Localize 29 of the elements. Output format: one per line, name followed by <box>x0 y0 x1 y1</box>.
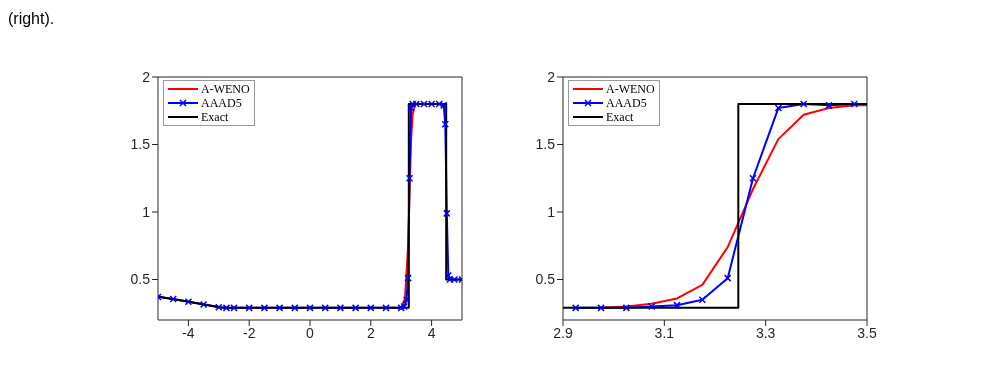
legend-label: Exact <box>606 110 634 124</box>
point <box>367 304 375 312</box>
text: (right). <box>8 10 55 27</box>
y-tick-label: 1.5 <box>130 136 151 153</box>
y-tick-label: 1.5 <box>535 136 556 153</box>
x-tick-label: 4 <box>427 324 436 341</box>
x-tick-label: 3.5 <box>857 324 877 341</box>
point <box>441 120 450 128</box>
legend-label: Exact <box>201 110 229 124</box>
y-tick-label: 2 <box>142 68 151 85</box>
legend-label: AAAD5 <box>201 96 242 110</box>
y-tick-label: 1 <box>142 203 151 220</box>
point <box>321 304 329 312</box>
legend-label: A-WENO <box>606 82 655 96</box>
x-tick-label: 3.1 <box>654 324 675 341</box>
x-tick-label: 0 <box>306 324 315 341</box>
point <box>245 304 253 312</box>
y-tick-label: 2 <box>547 68 556 85</box>
x-tick-label: 2 <box>366 324 375 341</box>
x-tick-label: -4 <box>182 324 195 341</box>
x-tick-label: 2.9 <box>553 324 573 341</box>
legend-label: AAAD5 <box>606 96 647 110</box>
legend-label: A-WENO <box>201 82 250 96</box>
x-tick-label: -2 <box>242 324 256 341</box>
x-tick-label: 3.3 <box>755 324 776 341</box>
y-tick-label: 0.5 <box>130 271 151 288</box>
y-tick-label: 1 <box>547 203 556 220</box>
point <box>291 304 299 312</box>
y-tick-label: 0.5 <box>535 271 556 288</box>
